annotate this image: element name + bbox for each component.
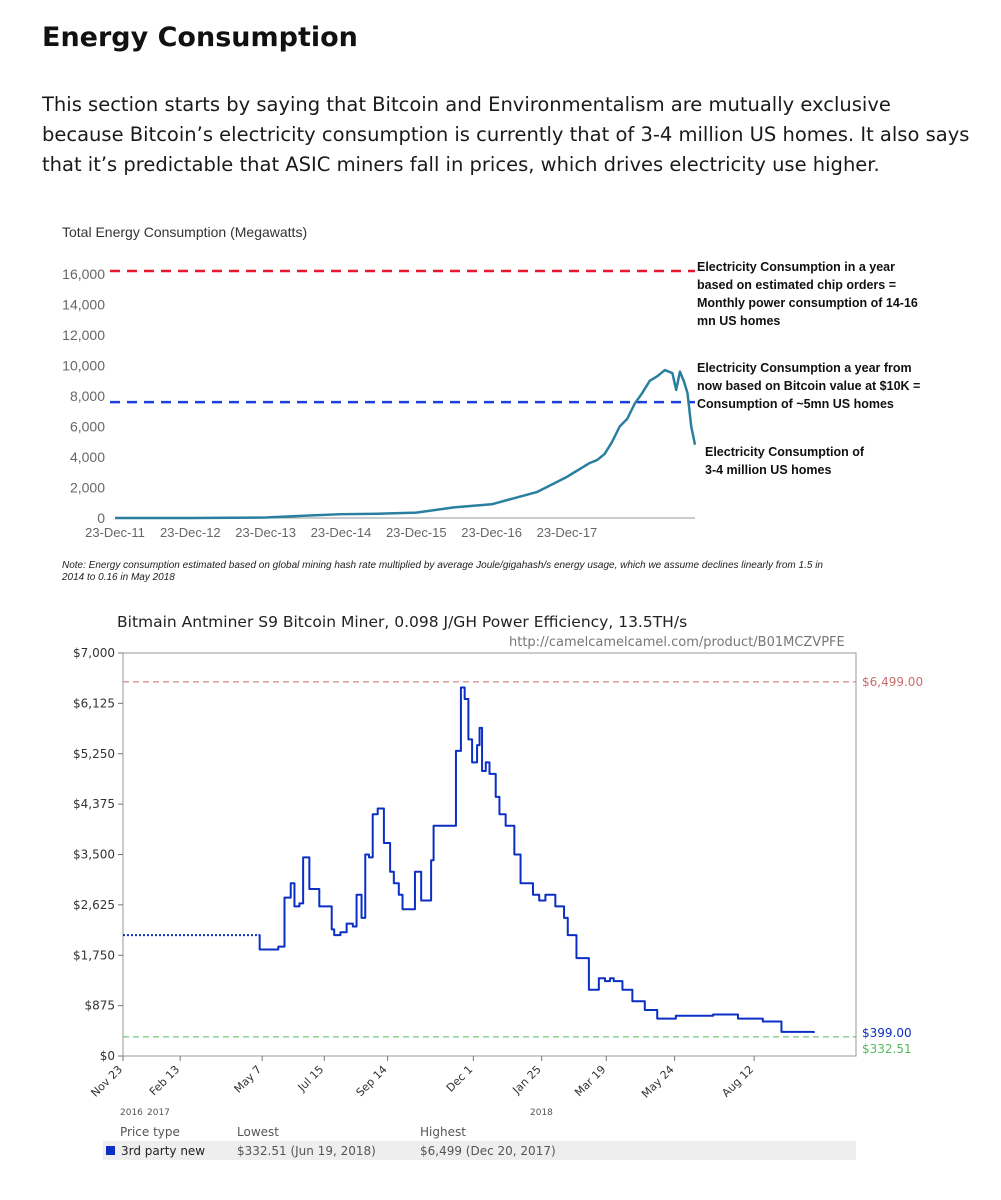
chart1-annotation-line: mn US homes: [697, 314, 780, 328]
chart1-annotation-line: based on estimated chip orders =: [697, 278, 896, 292]
chart2-x-tick-label: May 24: [639, 1063, 677, 1101]
chart2-y-tick-label: $5,250: [73, 747, 115, 761]
legend-header-highest: Highest: [420, 1125, 466, 1139]
chart2-y-tick-label: $7,000: [73, 646, 115, 660]
chart1-y-tick-label: 8,000: [70, 388, 105, 404]
chart2-y-axis: $0 $875 $1,750 $2,625 $3,500 $4,375 $5,250 $6,1…: [73, 646, 123, 1063]
chart1-x-axis: 23-Dec-11 23-Dec-12 23-Dec-13 23-Dec-14 23-D…: [85, 525, 597, 540]
chart1-x-tick-label: 23-Dec-13: [235, 525, 296, 540]
chart2-x-tick-label: Nov 23: [88, 1063, 125, 1100]
chart1-annotation-current: Electricity Consumption of 3-4 million U…: [705, 445, 865, 477]
chart1-y-tick-label: 12,000: [62, 327, 105, 343]
chart2-y-tick-label: $1,750: [73, 948, 115, 962]
chart2-legend: Price type Lowest Highest 3rd party new …: [103, 1125, 856, 1160]
chart2-y-tick-label: $3,500: [73, 848, 115, 862]
chart2-current-label: $399.00: [862, 1026, 912, 1040]
chart1-annotation-10k: Electricity Consumption a year from now …: [697, 361, 920, 411]
chart2-x-tick-label: Dec 1: [444, 1063, 476, 1095]
chart1-x-tick-label: 23-Dec-16: [461, 525, 522, 540]
chart1-x-tick-label: 23-Dec-11: [85, 525, 145, 540]
chart1-series-line: [115, 368, 697, 520]
page-title: Energy Consumption: [42, 22, 358, 53]
chart2-year-label: 2016: [120, 1108, 143, 1118]
legend-header-lowest: Lowest: [237, 1125, 279, 1139]
chart2-x-tick-label: Jan 25: [510, 1063, 544, 1097]
chart2-x-axis: Nov 23 Feb 13 May 7 Jul 15 Sep 14 Dec 1 Jan 25…: [88, 1056, 756, 1101]
chart1-x-tick-label: 23-Dec-15: [386, 525, 447, 540]
chart1-y-tick-label: 16,000: [62, 266, 105, 282]
chart1-annotation-line: Electricity Consumption a year from: [697, 361, 912, 375]
chart1-y-tick-label: 14,000: [62, 297, 105, 313]
chart1-y-tick-label: 4,000: [70, 449, 105, 465]
chart2-x-tick-label: Sep 14: [354, 1063, 390, 1099]
antminer-price-chart: Bitmain Antminer S9 Bitcoin Miner, 0.098…: [73, 613, 923, 1160]
chart1-x-tick-label: 23-Dec-17: [537, 525, 598, 540]
chart1-annotation-line: Electricity Consumption of: [705, 445, 865, 459]
legend-row-name: 3rd party new: [121, 1144, 205, 1158]
chart1-y-tick-label: 0: [97, 510, 105, 526]
chart2-x-tick-label: Aug 12: [719, 1063, 756, 1100]
legend-header-pricetype: Price type: [120, 1125, 180, 1139]
chart1-y-axis: 0 2,000 4,000 6,000 8,000 10,000 12,000 14,000 1…: [62, 266, 105, 526]
chart1-note-line: 2014 to 0.16 in May 2018: [61, 572, 175, 583]
legend-row-lowest: $332.51 (Jun 19, 2018): [237, 1144, 376, 1158]
chart1-y-tick-label: 6,000: [70, 419, 105, 435]
intro-paragraph: This section starts by saying that Bitco…: [42, 93, 970, 176]
energy-consumption-chart: Total Energy Consumption (Megawatts) 0 2,…: [61, 224, 920, 583]
chart2-year-label: 2018: [530, 1108, 553, 1118]
legend-swatch: [106, 1146, 115, 1155]
chart1-y-tick-label: 2,000: [70, 480, 105, 496]
chart2-x-tick-label: Jul 15: [295, 1063, 327, 1095]
chart1-y-tick-label: 10,000: [62, 358, 105, 374]
chart1-x-tick-label: 23-Dec-14: [311, 525, 372, 540]
chart2-title: Bitmain Antminer S9 Bitcoin Miner, 0.098…: [117, 613, 687, 631]
chart2-y-tick-label: $4,375: [73, 797, 115, 811]
chart1-annotation-line: 3-4 million US homes: [705, 463, 831, 477]
chart1-note-line: Note: Energy consumption estimated based…: [62, 560, 823, 571]
chart2-url: http://camelcamelcamel.com/product/B01MC…: [509, 635, 845, 650]
chart1-annotation-line: now based on Bitcoin value at $10K =: [697, 379, 920, 393]
chart2-y-tick-label: $0: [100, 1049, 115, 1063]
legend-row-highest: $6,499 (Dec 20, 2017): [420, 1144, 556, 1158]
chart1-annotation-chip-orders: Electricity Consumption in a year based …: [697, 260, 918, 328]
chart1-x-tick-label: 23-Dec-12: [160, 525, 221, 540]
chart2-x-tick-label: Feb 13: [147, 1063, 182, 1098]
chart1-annotation-line: Electricity Consumption in a year: [697, 260, 895, 274]
chart2-y-tick-label: $875: [84, 999, 115, 1013]
chart2-lowest-label: $332.51: [862, 1042, 912, 1056]
chart2-highest-label: $6,499.00: [862, 675, 923, 689]
chart2-y-tick-label: $2,625: [73, 898, 115, 912]
chart1-title: Total Energy Consumption (Megawatts): [62, 224, 307, 240]
chart2-x-tick-label: May 7: [232, 1063, 265, 1096]
chart2-plot-area: [122, 652, 857, 1057]
chart2-y-tick-label: $6,125: [73, 696, 115, 710]
legend-row-background: [103, 1141, 856, 1160]
chart1-annotation-line: Consumption of ~5mn US homes: [697, 397, 894, 411]
chart1-annotation-line: Monthly power consumption of 14-16: [697, 296, 918, 310]
chart2-year-label: 2017: [147, 1108, 170, 1118]
chart2-series-line: [258, 686, 815, 1033]
chart2-x-tick-label: Mar 19: [572, 1063, 608, 1099]
